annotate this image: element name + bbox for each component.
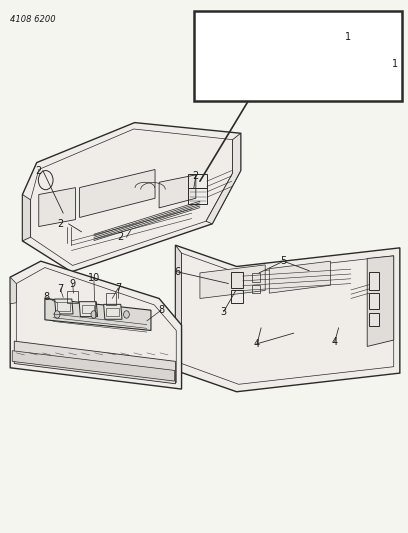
Polygon shape [200, 265, 265, 298]
Polygon shape [14, 341, 175, 384]
Text: 3: 3 [220, 307, 227, 317]
Bar [369, 272, 379, 290]
Text: 4: 4 [331, 337, 338, 347]
Polygon shape [175, 245, 182, 370]
Polygon shape [175, 245, 400, 392]
Text: 7: 7 [115, 283, 122, 293]
Bar [222, 39, 245, 73]
Polygon shape [45, 298, 151, 330]
Polygon shape [159, 175, 196, 208]
Circle shape [54, 311, 60, 318]
Circle shape [124, 311, 129, 318]
Bar [369, 313, 379, 326]
Text: 2: 2 [117, 232, 124, 242]
Bar [323, 62, 354, 88]
Polygon shape [79, 302, 98, 317]
Text: 2: 2 [35, 166, 42, 175]
Polygon shape [39, 188, 75, 227]
Polygon shape [22, 195, 31, 241]
Bar [188, 174, 207, 188]
Text: 5: 5 [280, 256, 287, 266]
Bar [231, 290, 243, 303]
Polygon shape [104, 304, 122, 319]
Text: 4: 4 [254, 339, 260, 349]
Text: 1: 1 [345, 33, 351, 42]
Bar [58, 302, 70, 311]
Bar [194, 11, 402, 101]
Text: 6: 6 [174, 267, 181, 277]
Polygon shape [10, 261, 182, 389]
Bar [315, 65, 319, 76]
Text: 2: 2 [57, 219, 64, 229]
Polygon shape [55, 299, 73, 314]
Bar [82, 305, 94, 313]
Text: 4108 6200: 4108 6200 [10, 15, 56, 24]
Polygon shape [80, 169, 155, 217]
Text: 7: 7 [57, 284, 64, 294]
Bar [360, 69, 390, 94]
Text: 9: 9 [69, 279, 76, 288]
Polygon shape [12, 351, 175, 381]
Bar [188, 188, 207, 204]
Bar [245, 42, 261, 68]
Bar [231, 272, 243, 288]
Bar [249, 31, 257, 37]
Bar [221, 37, 237, 63]
Bar [352, 71, 356, 82]
Bar [106, 308, 119, 316]
Bar [252, 285, 260, 293]
Bar [217, 33, 240, 68]
Polygon shape [206, 133, 241, 224]
Bar [369, 293, 379, 309]
Polygon shape [269, 261, 330, 293]
Bar [282, 51, 313, 77]
Polygon shape [10, 277, 16, 304]
Bar [356, 64, 386, 90]
Polygon shape [367, 256, 394, 346]
Polygon shape [22, 123, 241, 272]
Text: 10: 10 [88, 273, 100, 283]
Bar [252, 273, 260, 282]
Bar [319, 58, 350, 83]
Text: 2: 2 [193, 171, 199, 181]
Bar [286, 56, 317, 82]
Text: 8: 8 [43, 292, 49, 302]
Bar [242, 37, 264, 72]
Bar [278, 59, 282, 69]
Text: 1: 1 [392, 59, 398, 69]
Bar [246, 43, 269, 77]
Bar [67, 291, 78, 303]
Bar [106, 293, 116, 305]
Text: 8: 8 [158, 305, 164, 315]
Bar [224, 27, 233, 33]
Circle shape [91, 311, 97, 318]
